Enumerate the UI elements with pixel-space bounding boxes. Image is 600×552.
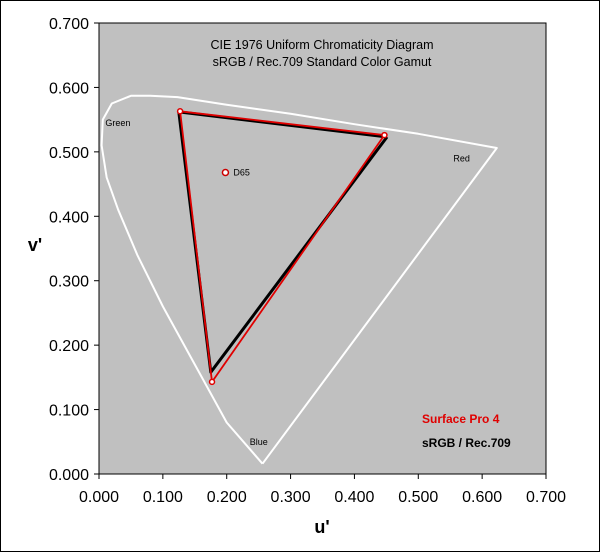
d65-label: D65 xyxy=(233,167,250,177)
x-axis-label: u' xyxy=(314,517,329,537)
y-tick-label: 0.600 xyxy=(49,80,89,97)
x-tick-label: 0.100 xyxy=(143,489,183,506)
gamut-vertex-point xyxy=(208,378,216,386)
spectral-locus xyxy=(100,94,498,465)
legend-entry-srgb: sRGB / Rec.709 xyxy=(422,436,511,450)
x-tick-label: 0.300 xyxy=(271,489,311,506)
gamut-triangle-surface-pro-4 xyxy=(179,110,386,383)
annotation-green: Green xyxy=(105,118,130,128)
y-axis-label: v' xyxy=(28,235,42,255)
chart-title: CIE 1976 Uniform Chromaticity Diagram xyxy=(211,38,434,52)
legend-entry-surface-pro-4: Surface Pro 4 xyxy=(422,412,500,426)
annotation-blue: Blue xyxy=(250,437,268,447)
x-tick-label: 0.000 xyxy=(79,489,119,506)
plot-area xyxy=(98,22,547,475)
x-tick-label: 0.400 xyxy=(334,489,374,506)
x-tick-label: 0.200 xyxy=(207,489,247,506)
annotation-red: Red xyxy=(453,154,470,164)
y-tick-label: 0.500 xyxy=(49,145,89,162)
y-tick-label: 0.100 xyxy=(49,403,89,420)
y-tick-label: 0.200 xyxy=(49,338,89,355)
d65-white-point xyxy=(221,168,230,177)
chart-subtitle: sRGB / Rec.709 Standard Color Gamut xyxy=(213,55,432,69)
x-tick-label: 0.500 xyxy=(398,489,438,506)
y-tick-label: 0.400 xyxy=(49,209,89,226)
y-tick-label: 0.000 xyxy=(49,467,89,484)
y-tick-label: 0.700 xyxy=(49,16,89,33)
gamut-vertex-point xyxy=(381,131,388,139)
y-tick-label: 0.300 xyxy=(49,274,89,291)
x-tick-label: 0.700 xyxy=(526,489,566,506)
gamut-vertex-point xyxy=(176,108,184,115)
x-tick-label: 0.600 xyxy=(462,489,502,506)
